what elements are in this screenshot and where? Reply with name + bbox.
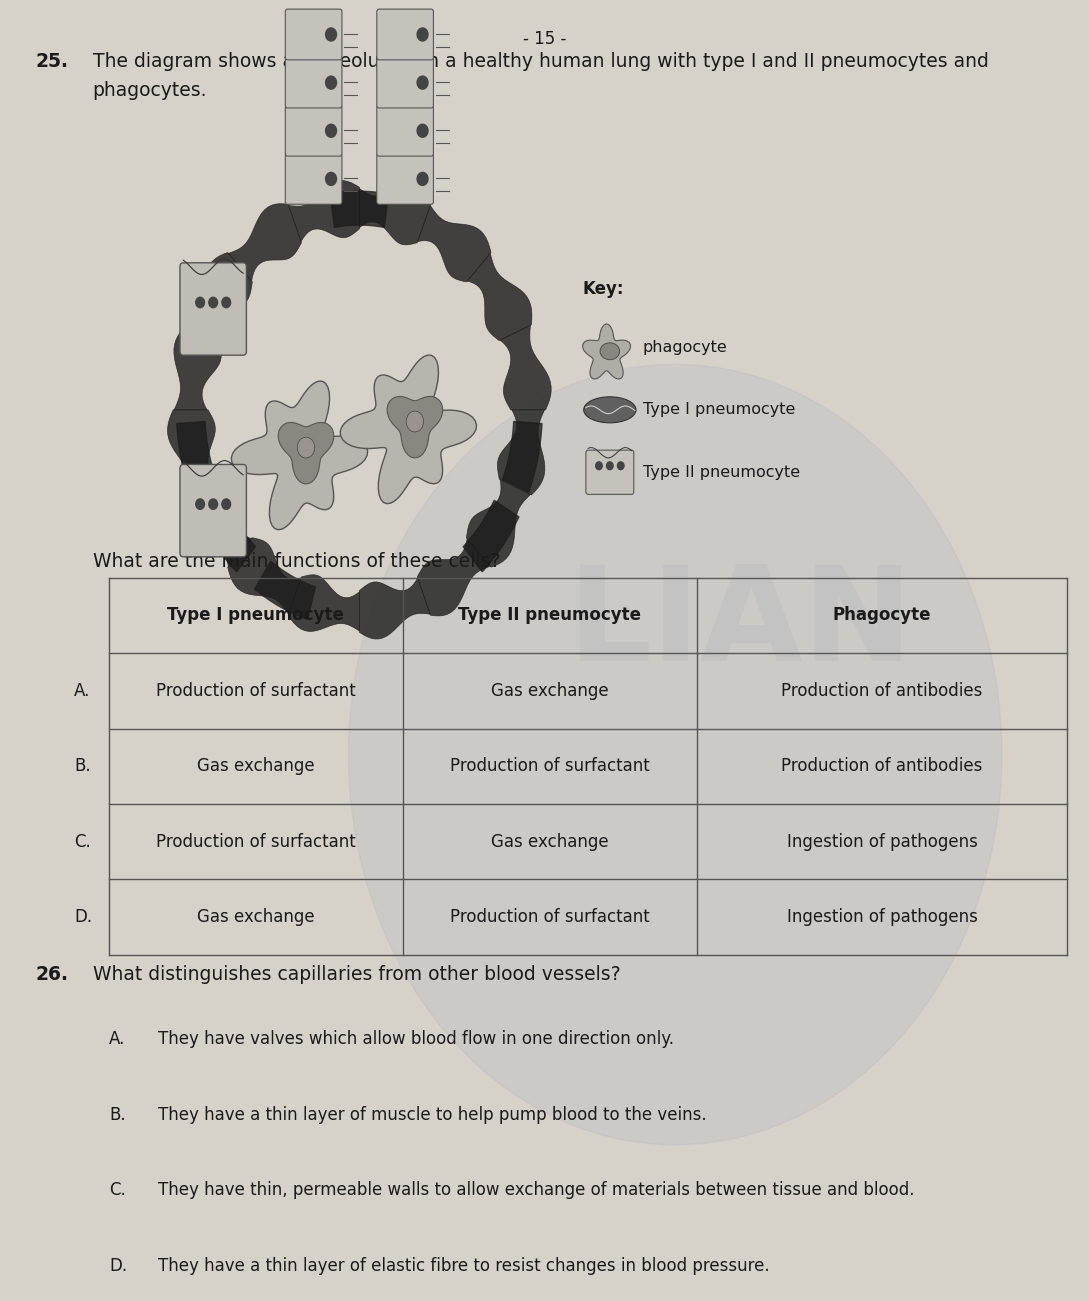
Polygon shape (330, 191, 389, 228)
Polygon shape (467, 254, 531, 341)
Polygon shape (583, 324, 631, 379)
Text: What are the main functions of these cells?: What are the main functions of these cel… (93, 552, 500, 571)
Circle shape (417, 75, 428, 88)
Circle shape (326, 27, 337, 42)
Circle shape (297, 437, 315, 458)
Text: Type I pneumocyte: Type I pneumocyte (643, 402, 795, 418)
Text: Production of surfactant: Production of surfactant (450, 908, 650, 926)
Text: Ingestion of pathogens: Ingestion of pathogens (786, 908, 978, 926)
Circle shape (209, 298, 218, 307)
Text: Production of antibodies: Production of antibodies (782, 757, 982, 775)
Circle shape (607, 462, 613, 470)
FancyBboxPatch shape (180, 464, 246, 557)
Polygon shape (340, 355, 477, 503)
Polygon shape (200, 501, 256, 571)
Text: Gas exchange: Gas exchange (491, 682, 609, 700)
Text: 26.: 26. (36, 965, 69, 985)
Polygon shape (188, 252, 253, 340)
Circle shape (209, 498, 218, 509)
Circle shape (326, 124, 337, 138)
FancyBboxPatch shape (377, 105, 433, 156)
Polygon shape (418, 206, 491, 282)
Text: They have a thin layer of elastic fibre to resist changes in blood pressure.: They have a thin layer of elastic fibre … (158, 1257, 770, 1275)
Polygon shape (187, 479, 252, 566)
Text: Type II pneumocyte: Type II pneumocyte (458, 606, 641, 624)
Polygon shape (503, 422, 542, 492)
Text: C.: C. (109, 1181, 125, 1200)
Text: B.: B. (109, 1106, 125, 1124)
Ellipse shape (584, 397, 636, 423)
Circle shape (406, 411, 424, 432)
FancyBboxPatch shape (377, 57, 433, 108)
Text: Production of antibodies: Production of antibodies (782, 682, 982, 700)
Circle shape (222, 498, 231, 509)
Text: Gas exchange: Gas exchange (491, 833, 609, 851)
Circle shape (617, 462, 624, 470)
Circle shape (348, 364, 1002, 1145)
Text: They have thin, permeable walls to allow exchange of materials between tissue an: They have thin, permeable walls to allow… (158, 1181, 915, 1200)
Polygon shape (278, 423, 334, 484)
Circle shape (417, 27, 428, 42)
Text: 25.: 25. (36, 52, 69, 72)
Text: Ingestion of pathogens: Ingestion of pathogens (786, 833, 978, 851)
Text: B.: B. (74, 757, 90, 775)
Text: C.: C. (74, 833, 90, 851)
Ellipse shape (600, 342, 620, 359)
Text: They have a thin layer of muscle to help pump blood to the veins.: They have a thin layer of muscle to help… (158, 1106, 707, 1124)
Circle shape (417, 172, 428, 186)
Polygon shape (168, 410, 219, 494)
Polygon shape (289, 181, 359, 242)
Circle shape (596, 462, 602, 470)
Text: A.: A. (109, 1030, 125, 1049)
Text: phagocytes.: phagocytes. (93, 81, 207, 100)
Polygon shape (498, 410, 544, 494)
Text: Production of surfactant: Production of surfactant (156, 833, 356, 851)
Text: D.: D. (109, 1257, 127, 1275)
Polygon shape (289, 575, 359, 631)
Circle shape (196, 298, 205, 307)
Text: Gas exchange: Gas exchange (197, 908, 315, 926)
Polygon shape (500, 325, 551, 410)
Polygon shape (466, 480, 530, 567)
Text: Production of surfactant: Production of surfactant (156, 682, 356, 700)
Polygon shape (231, 381, 368, 530)
Text: Phagocyte: Phagocyte (833, 606, 931, 624)
FancyBboxPatch shape (285, 105, 342, 156)
Text: Type II pneumocyte: Type II pneumocyte (643, 464, 799, 480)
Polygon shape (174, 325, 221, 410)
Polygon shape (176, 422, 216, 492)
FancyBboxPatch shape (180, 263, 246, 355)
Circle shape (222, 298, 231, 307)
Text: Production of surfactant: Production of surfactant (450, 757, 650, 775)
FancyBboxPatch shape (586, 450, 634, 494)
Polygon shape (229, 204, 302, 281)
Text: - 15 -: - 15 - (523, 30, 566, 48)
FancyBboxPatch shape (377, 154, 433, 204)
Polygon shape (228, 537, 301, 614)
Circle shape (326, 75, 337, 88)
Text: What distinguishes capillaries from other blood vessels?: What distinguishes capillaries from othe… (93, 965, 621, 985)
Text: A.: A. (74, 682, 90, 700)
Text: Type I pneumocyte: Type I pneumocyte (168, 606, 344, 624)
Circle shape (417, 124, 428, 138)
Polygon shape (359, 578, 430, 639)
Text: Key:: Key: (583, 280, 624, 298)
Circle shape (326, 172, 337, 186)
Text: D.: D. (74, 908, 93, 926)
Text: phagocyte: phagocyte (643, 340, 727, 355)
Text: LIAN: LIAN (567, 561, 914, 688)
Circle shape (196, 498, 205, 509)
Polygon shape (417, 539, 490, 615)
Text: They have valves which allow blood flow in one direction only.: They have valves which allow blood flow … (158, 1030, 674, 1049)
FancyBboxPatch shape (285, 9, 342, 60)
Polygon shape (463, 501, 518, 571)
Polygon shape (255, 561, 316, 619)
Text: The diagram shows an alveolus from a healthy human lung with type I and II pneum: The diagram shows an alveolus from a hea… (93, 52, 989, 72)
FancyBboxPatch shape (285, 57, 342, 108)
FancyBboxPatch shape (377, 9, 433, 60)
Polygon shape (359, 189, 430, 245)
Text: Gas exchange: Gas exchange (197, 757, 315, 775)
Polygon shape (387, 397, 443, 458)
FancyBboxPatch shape (285, 154, 342, 204)
